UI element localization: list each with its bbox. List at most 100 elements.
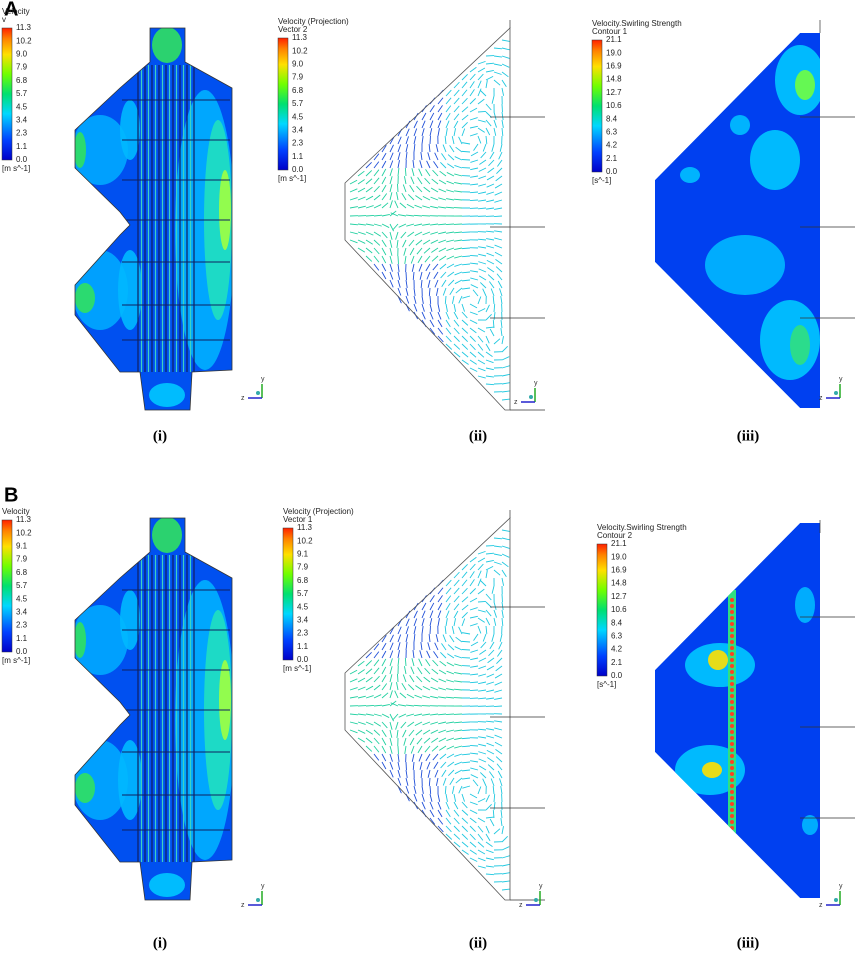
contour-plot [655, 523, 820, 898]
vector-arrow [494, 681, 503, 686]
vector-arrow [461, 247, 471, 250]
vector-arrow [477, 857, 486, 862]
vector-arrow [426, 761, 431, 770]
vector-arrow [437, 105, 443, 113]
vector-arrow [357, 695, 366, 699]
vector-arrow [487, 274, 495, 281]
vector-arrow [392, 223, 399, 231]
colorbar-tick-label: 3.4 [16, 116, 28, 125]
vector-arrow [357, 196, 366, 201]
vector-arrow [444, 625, 447, 635]
vector-arrow [414, 223, 423, 227]
vector-arrow [445, 97, 452, 105]
colorbar-tick-label: 9.1 [297, 550, 309, 559]
vector-arrow [397, 753, 400, 762]
vector-arrow [397, 271, 401, 280]
axis-origin [834, 391, 838, 395]
colorbar-tick-label: 10.6 [606, 101, 622, 110]
axis-label: z [241, 395, 245, 402]
vector-arrow [485, 833, 491, 842]
vector-arrow [485, 103, 492, 111]
vector-arrow [373, 247, 380, 255]
vector-arrow [461, 737, 471, 740]
vector-arrow [430, 196, 439, 201]
vector-arrow [477, 343, 484, 351]
vector-arrow [373, 684, 381, 691]
vector-arrow [498, 151, 503, 160]
vector-arrow [469, 752, 479, 755]
vector-arrow [493, 47, 503, 50]
vector-arrow [461, 351, 469, 358]
vector-arrow [454, 173, 463, 177]
vector-arrow [447, 271, 455, 278]
vector-arrow [433, 651, 439, 659]
vector-arrow [469, 343, 476, 351]
vector-arrow [462, 785, 471, 789]
vector-arrow [430, 239, 439, 244]
colorbar-tick-label: 4.5 [16, 102, 28, 111]
vector-arrow [479, 159, 487, 165]
vector-arrow [501, 119, 504, 128]
vector-arrow [365, 737, 373, 744]
vector-arrow [470, 270, 479, 273]
caption: (iii) [737, 428, 760, 444]
colorbar-tick-label: 4.2 [606, 141, 618, 150]
vector-arrow [469, 793, 478, 799]
vector-arrow [482, 288, 487, 297]
vector-arrow [501, 39, 510, 42]
vector-arrow [469, 199, 479, 201]
vector-arrow [493, 828, 501, 835]
vector-arrow [413, 704, 423, 707]
vector-arrow [381, 683, 388, 691]
vector-arrow [482, 143, 487, 152]
vector-arrow [501, 373, 510, 377]
vector-arrow [458, 626, 463, 635]
vector-arrow [438, 678, 447, 683]
vector-arrow [437, 618, 440, 627]
vector-arrow [501, 127, 504, 137]
vector-arrow [486, 689, 495, 693]
vector-arrow [435, 144, 439, 153]
vector-arrow [381, 721, 388, 729]
legend-unit: [m s^-1] [2, 656, 30, 665]
vector-arrow [449, 145, 455, 153]
contour-plot [75, 518, 232, 900]
vector-arrow [454, 239, 463, 242]
vector-arrow [477, 111, 487, 113]
vector-arrow [357, 660, 365, 667]
vector-arrow [438, 729, 447, 734]
vector-arrow [494, 237, 503, 241]
vector-arrow [477, 849, 486, 855]
colorbar-tick-label: 4.5 [292, 112, 304, 121]
vector-arrow [430, 695, 439, 699]
vector-arrow [485, 559, 494, 563]
vector-arrow [461, 271, 471, 274]
vector-arrow [501, 87, 505, 96]
caption: (i) [153, 935, 167, 951]
outline [74, 27, 233, 411]
vector-arrow [485, 127, 491, 136]
legend-unit: [s^-1] [597, 680, 616, 689]
vector-arrow [381, 231, 388, 239]
swirl-spot [730, 844, 734, 848]
vector-arrow [473, 143, 479, 151]
vector-arrow [485, 335, 490, 344]
vector-arrow [461, 833, 469, 840]
vector-arrow [453, 825, 460, 833]
vector-arrow [461, 649, 471, 651]
vector-arrow [477, 825, 484, 833]
vector-arrow [461, 729, 471, 731]
vector-arrow [454, 263, 463, 267]
vector-arrow [501, 826, 504, 835]
vector-arrow [501, 71, 509, 78]
colorbar-tick-label: 3.4 [16, 608, 28, 617]
colorbar-tick-label: 2.3 [297, 629, 309, 638]
vector-arrow [440, 271, 447, 279]
vector-arrow [416, 675, 423, 683]
vector-arrow [349, 678, 358, 683]
vector-arrow [477, 550, 486, 555]
vector-arrow [381, 658, 387, 667]
vector-arrow [412, 650, 415, 659]
vector-arrow [381, 271, 387, 280]
